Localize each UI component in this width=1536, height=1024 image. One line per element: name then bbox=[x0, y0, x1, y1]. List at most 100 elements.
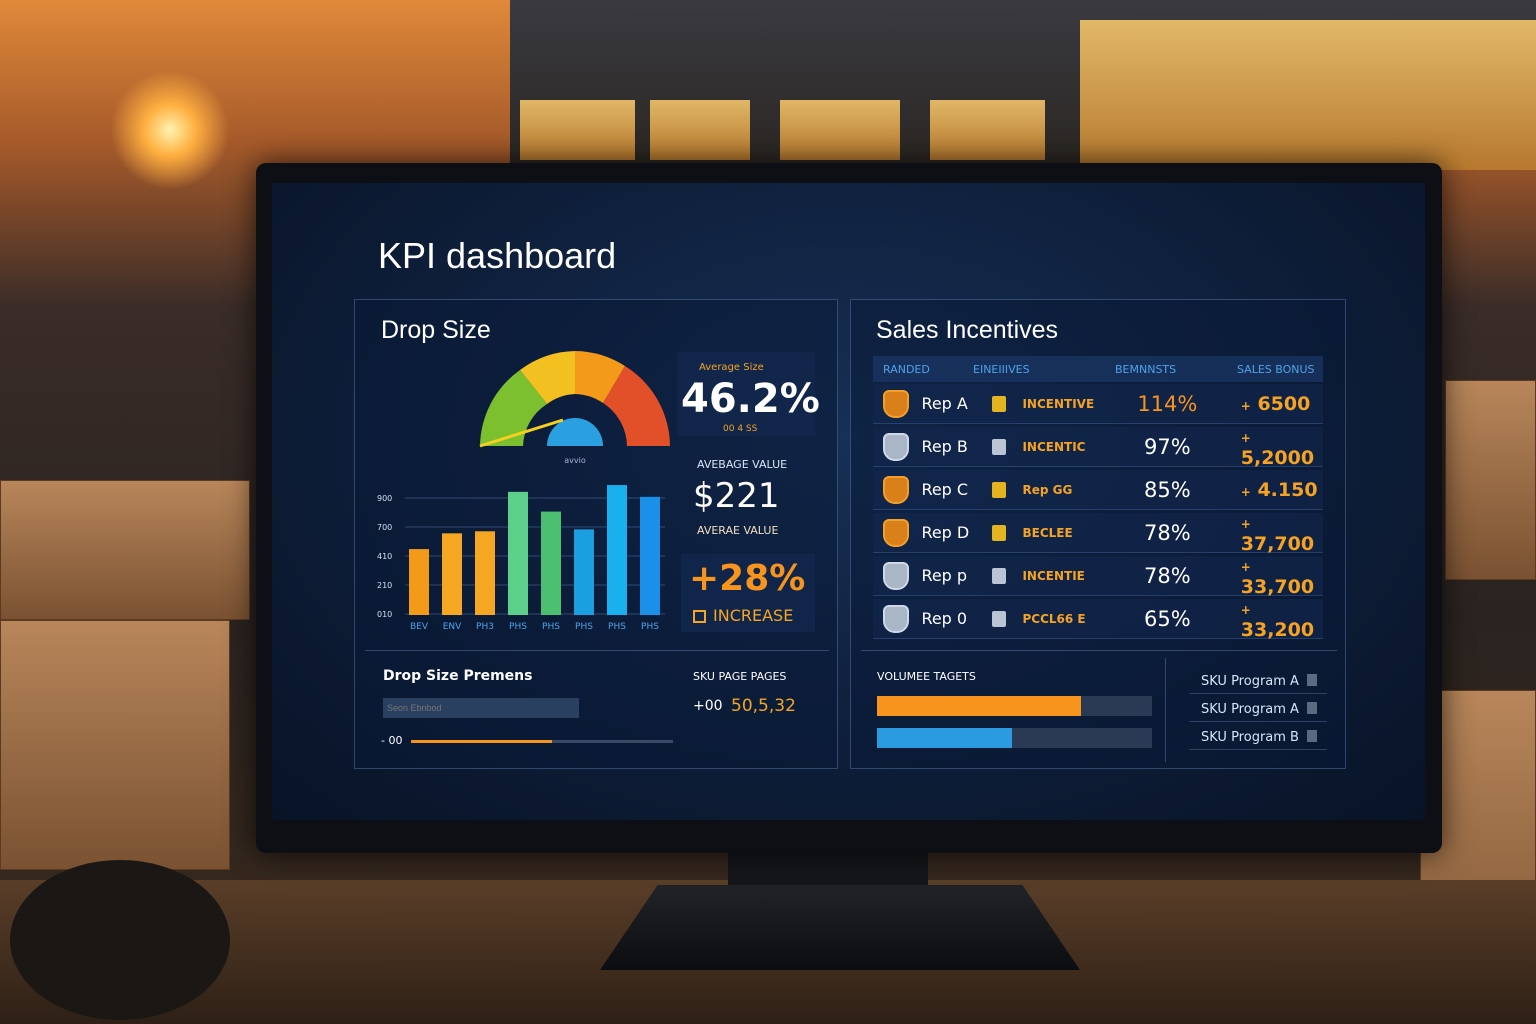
bar bbox=[574, 529, 594, 615]
progress-bar bbox=[877, 696, 1152, 716]
kpi-label: AVEBAGE VALUE bbox=[697, 458, 788, 471]
bar bbox=[442, 533, 462, 615]
progress-bar bbox=[877, 728, 1152, 748]
x-tick-label: PHS bbox=[641, 622, 659, 632]
screen: KPI dashboard Drop Size avvio Average Si… bbox=[272, 183, 1425, 820]
bonus-prefix: + bbox=[1240, 398, 1251, 413]
checkbox-icon[interactable] bbox=[1307, 674, 1317, 686]
incentive: INCENTIC bbox=[1022, 439, 1086, 454]
kpi-label: Average Size bbox=[699, 362, 764, 373]
sun bbox=[110, 70, 230, 190]
rep-name: Rep D bbox=[921, 523, 970, 542]
checkbox-icon[interactable] bbox=[1307, 702, 1317, 714]
bar bbox=[475, 531, 495, 615]
x-tick-label: PHS bbox=[608, 622, 626, 632]
panel-title: Sales Incentives bbox=[876, 316, 1059, 344]
gauge-segment-yellow bbox=[520, 351, 575, 404]
section-title: VOLUMEE TAGETS bbox=[877, 670, 976, 683]
boxes bbox=[1445, 380, 1536, 580]
monitor-base bbox=[600, 885, 1080, 970]
sku-program-label: SKU Program B bbox=[1201, 730, 1299, 745]
kpi-sub: 00 4 SS bbox=[723, 424, 758, 434]
y-tick-label: 900 bbox=[377, 494, 392, 503]
drop-size-panel: Drop Size avvio Average Size 46.2% 00 4 … bbox=[354, 299, 838, 769]
incentive: INCENTIE bbox=[1022, 568, 1085, 583]
progress-fill bbox=[877, 696, 1081, 716]
table-row[interactable]: Rep D BECLEE 78% + 37,700 bbox=[873, 513, 1323, 555]
y-tick-label: 010 bbox=[377, 610, 392, 619]
percent: 65% bbox=[1144, 606, 1191, 631]
table-row[interactable]: Rep C Rep GG 85% + 4.150 bbox=[873, 470, 1323, 510]
window bbox=[520, 100, 635, 160]
sku-prefix: +00 bbox=[693, 698, 723, 714]
x-tick-label: BEV bbox=[410, 622, 429, 632]
bar bbox=[508, 491, 528, 615]
divider bbox=[1165, 658, 1166, 762]
window bbox=[1080, 20, 1536, 170]
boxes bbox=[0, 480, 250, 620]
bonus: + 6500 bbox=[1219, 393, 1323, 415]
table-row[interactable]: Rep B INCENTIC 97% + 5,2000 bbox=[873, 425, 1323, 469]
bonus: + 5,2000 bbox=[1219, 425, 1323, 469]
rep-name: Rep C bbox=[921, 480, 969, 499]
boxes bbox=[0, 620, 230, 870]
bonus-prefix: + bbox=[1240, 559, 1251, 574]
table-row[interactable]: Rep p INCENTIE 78% + 33,700 bbox=[873, 554, 1323, 598]
gauge-label: avvio bbox=[564, 456, 586, 465]
bonus-value: 6500 bbox=[1257, 392, 1311, 415]
sku-program-item[interactable]: SKU Program A bbox=[1189, 694, 1327, 722]
bonus: + 33,700 bbox=[1219, 554, 1323, 598]
sku-program-label: SKU Program A bbox=[1201, 702, 1299, 717]
search-input[interactable] bbox=[383, 698, 579, 718]
y-tick-label: 210 bbox=[377, 581, 392, 590]
kpi-label: INCREASE bbox=[713, 606, 794, 625]
x-tick-label: PHS bbox=[509, 622, 527, 632]
incentive: PCCL66 E bbox=[1022, 611, 1086, 626]
bonus-value: 33,700 bbox=[1240, 575, 1315, 598]
gauge-needle bbox=[479, 418, 564, 448]
sku-program-label: SKU Program A bbox=[1201, 674, 1299, 689]
slider[interactable] bbox=[411, 740, 673, 743]
badge-icon bbox=[991, 438, 1007, 455]
table-header: RANDED EINEIIIVES BEMNNSTS SALES BONUS bbox=[873, 356, 1323, 382]
bonus-prefix: + bbox=[1240, 484, 1251, 499]
sku-program-item[interactable]: SKU Program B bbox=[1189, 722, 1327, 750]
trophy-icon bbox=[883, 518, 910, 547]
percent: 85% bbox=[1144, 477, 1191, 502]
page-title: KPI dashboard bbox=[378, 235, 617, 276]
x-tick-label: ENV bbox=[443, 622, 462, 632]
badge-icon bbox=[991, 395, 1007, 412]
table-row[interactable]: Rep 0 PCCL66 E 65% + 33,200 bbox=[873, 599, 1323, 641]
warehouse-building bbox=[510, 0, 1536, 170]
slider-fill bbox=[411, 740, 553, 743]
kpi-sub: AVERAE VALUE bbox=[697, 524, 779, 537]
gauge: avvio bbox=[479, 351, 670, 465]
window bbox=[930, 100, 1045, 160]
bonus-prefix: + bbox=[1240, 602, 1251, 617]
percent: 97% bbox=[1144, 434, 1191, 459]
gauge-hub bbox=[547, 418, 603, 446]
slider-label: - 00 bbox=[381, 734, 403, 747]
trophy-icon bbox=[883, 432, 910, 461]
divider bbox=[861, 650, 1337, 651]
bar bbox=[409, 549, 429, 615]
column-header: BEMNNSTS bbox=[1115, 362, 1177, 376]
incentive: BECLEE bbox=[1022, 525, 1073, 540]
section-title: Drop Size Premens bbox=[383, 668, 533, 684]
bar bbox=[640, 496, 660, 615]
sku-title: SKU PAGE PAGES bbox=[693, 670, 787, 683]
badge-icon bbox=[991, 524, 1007, 541]
kpi-value: +28% bbox=[689, 558, 806, 599]
kpi-average-size: Average Size 46.2% 00 4 SS bbox=[677, 352, 820, 436]
trophy-icon bbox=[883, 561, 910, 590]
gauge-segment-orange bbox=[575, 351, 625, 403]
divider bbox=[365, 650, 829, 651]
table-row[interactable]: Rep A INCENTIVE 114% + 6500 bbox=[873, 384, 1323, 424]
bonus-value: 33,200 bbox=[1240, 618, 1315, 641]
bonus-prefix: + bbox=[1240, 430, 1251, 445]
bonus-prefix: + bbox=[1240, 516, 1251, 531]
checkbox-icon[interactable] bbox=[1307, 730, 1317, 742]
trophy-icon bbox=[883, 604, 910, 633]
sku-program-item[interactable]: SKU Program A bbox=[1189, 666, 1327, 694]
